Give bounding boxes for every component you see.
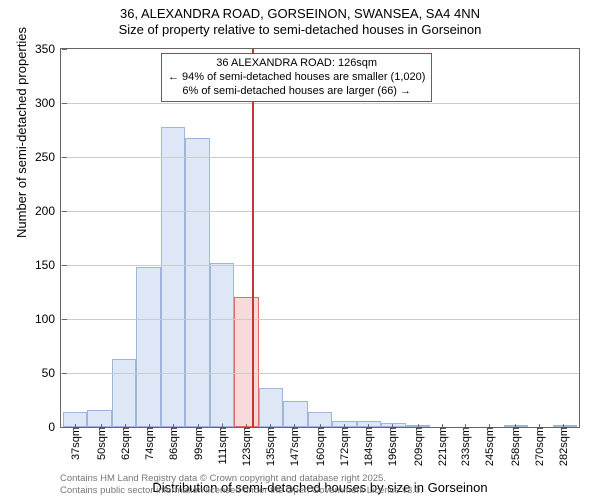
x-tick: 245sqm	[482, 427, 496, 466]
annotation-line-1: 36 ALEXANDRA ROAD: 126sqm	[168, 57, 425, 71]
x-tick: 37sqm	[68, 427, 82, 460]
x-tick: 160sqm	[313, 427, 327, 466]
gridline	[61, 319, 579, 320]
y-tick: 150	[15, 258, 61, 272]
histogram-bar	[112, 359, 137, 427]
page-title-1: 36, ALEXANDRA ROAD, GORSEINON, SWANSEA, …	[0, 6, 600, 22]
gridline	[61, 373, 579, 374]
x-tick: 147sqm	[287, 427, 301, 466]
x-tick: 184sqm	[361, 427, 375, 466]
attribution-footer: Contains HM Land Registry data © Crown c…	[60, 473, 423, 496]
annotation-line-3: 6% of semi-detached houses are larger (6…	[168, 85, 425, 99]
x-tick: 123sqm	[239, 427, 253, 466]
x-tick: 270sqm	[532, 427, 546, 466]
x-tick: 74sqm	[142, 427, 156, 460]
x-tick: 209sqm	[411, 427, 425, 466]
gridline	[61, 103, 579, 104]
x-tick: 233sqm	[458, 427, 472, 466]
histogram-plot: Distribution of semi-detached houses by …	[60, 48, 580, 428]
histogram-bar	[161, 127, 186, 427]
x-tick: 172sqm	[337, 427, 351, 466]
x-tick: 282sqm	[556, 427, 570, 466]
annotation-box: 36 ALEXANDRA ROAD: 126sqm← 94% of semi-d…	[161, 53, 432, 102]
x-tick: 111sqm	[215, 427, 229, 465]
annotation-line-2: ← 94% of semi-detached houses are smalle…	[168, 71, 425, 85]
x-tick: 62sqm	[118, 427, 132, 460]
y-tick: 350	[15, 42, 61, 56]
y-tick: 0	[15, 420, 61, 434]
histogram-bar	[87, 410, 112, 427]
histogram-bar	[283, 401, 308, 427]
gridline	[61, 157, 579, 158]
y-tick: 100	[15, 312, 61, 326]
x-tick: 86sqm	[166, 427, 180, 460]
histogram-bar	[136, 267, 161, 427]
page-title-2: Size of property relative to semi-detach…	[0, 22, 600, 38]
gridline	[61, 211, 579, 212]
histogram-bar-highlight	[234, 297, 259, 427]
footer-line-2: Contains public sector information licen…	[60, 485, 423, 496]
y-tick: 200	[15, 204, 61, 218]
y-tick: 300	[15, 96, 61, 110]
histogram-bar	[259, 388, 284, 427]
x-tick: 99sqm	[191, 427, 205, 460]
histogram-bar	[185, 138, 210, 427]
x-tick: 221sqm	[435, 427, 449, 466]
x-tick: 196sqm	[385, 427, 399, 466]
reference-line	[252, 49, 254, 427]
gridline	[61, 265, 579, 266]
y-tick: 250	[15, 150, 61, 164]
x-tick: 135sqm	[263, 427, 277, 466]
x-tick: 50sqm	[94, 427, 108, 460]
x-tick: 258sqm	[508, 427, 522, 466]
footer-line-1: Contains HM Land Registry data © Crown c…	[60, 473, 423, 484]
y-tick: 50	[15, 366, 61, 380]
histogram-bar	[210, 263, 235, 427]
